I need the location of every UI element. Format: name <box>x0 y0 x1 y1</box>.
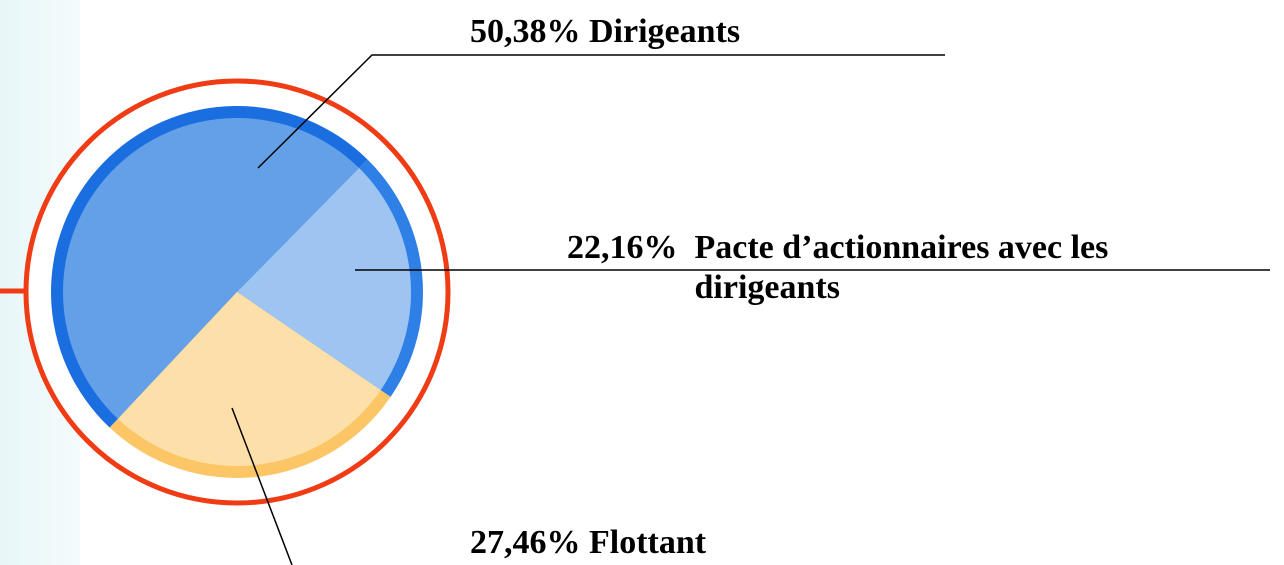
category-label: Flottant <box>589 524 707 561</box>
value-label: 50,38% <box>470 13 581 50</box>
value-label: 22,16% <box>567 229 678 266</box>
slice-label: 50,38% Dirigeants <box>470 12 740 52</box>
category-label: Dirigeants <box>589 13 741 50</box>
slice-label: 27,46% Flottant <box>470 523 706 563</box>
pie <box>50 105 423 478</box>
slice <box>62 117 360 419</box>
leader-line <box>257 54 945 169</box>
category-label: Pacte d’actionnaires avec les dirigeants <box>694 229 1109 306</box>
slice <box>237 168 411 391</box>
value-label: 27,46% <box>470 524 581 561</box>
slice <box>117 292 381 466</box>
leader-line <box>231 407 293 565</box>
slice-label: 22,16% Pacte d’actionnaires avec les dir… <box>567 228 1215 308</box>
